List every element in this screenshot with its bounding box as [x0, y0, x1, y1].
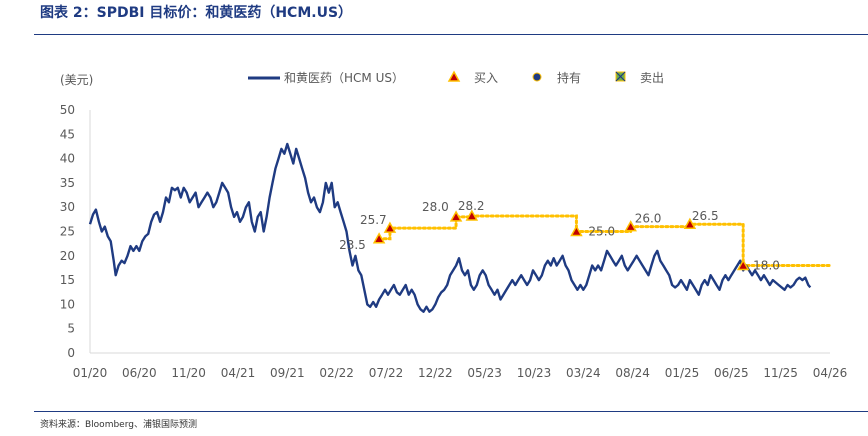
footer-divider	[34, 411, 868, 412]
buy-marker	[570, 224, 583, 237]
title-divider	[34, 34, 868, 35]
x-tick-label: 03/24	[566, 366, 601, 380]
x-tick-label: 09/21	[270, 366, 305, 380]
y-axis-unit-label: (美元)	[60, 73, 93, 87]
source-note: 资料来源：Bloomberg、浦银国际预测	[40, 420, 197, 430]
x-tick-label: 01/25	[665, 366, 700, 380]
buy-marker	[449, 210, 463, 222]
x-tick-label: 06/25	[714, 366, 749, 380]
figure-title: 图表 2：SPDBI 目标价：和黄医药（HCM.US）	[40, 5, 353, 21]
x-tick-label: 06/20	[122, 366, 157, 380]
legend-buy-icon	[447, 70, 461, 82]
x-tick-label: 11/20	[171, 366, 206, 380]
buy-marker	[372, 232, 386, 244]
legend-sell-icon-cross	[615, 71, 626, 82]
y-axis: 0 5 10 15 20 25 30 35 40 45 50	[60, 103, 91, 360]
y-tick-label: 45	[60, 127, 75, 141]
x-tick-label: 04/21	[221, 366, 256, 380]
y-tick-label: 15	[60, 273, 75, 287]
y-tick-label: 0	[67, 346, 75, 360]
x-tick-label: 04/26	[813, 366, 848, 380]
legend: 和黄医药（HCM US） 买入 持有 卖出	[248, 70, 664, 85]
legend-price-label: 和黄医药（HCM US）	[284, 71, 404, 85]
target-price-label: 23.5	[339, 238, 366, 252]
legend-buy-label: 买入	[474, 71, 498, 85]
buy-marker	[465, 209, 479, 221]
y-tick-label: 50	[60, 103, 75, 117]
x-tick-label: 10/23	[517, 366, 552, 380]
x-tick-label: 05/23	[467, 366, 502, 380]
rating-markers: 23.5 25.7 28.0 28.2 25.0 26.0 26.5 18.0	[339, 199, 780, 273]
x-tick-label: 08/24	[615, 366, 650, 380]
x-tick-label: 02/22	[319, 366, 354, 380]
y-tick-label: 20	[60, 249, 75, 263]
buy-marker	[383, 221, 397, 233]
y-tick-label: 25	[60, 225, 75, 239]
y-tick-label: 30	[60, 200, 75, 214]
buy-marker	[736, 258, 750, 271]
target-price-label: 26.0	[635, 212, 662, 226]
buy-marker	[624, 220, 637, 232]
chart: (美元) 和黄医药（HCM US） 买入 持有 卖出 0 5 10 15 20 25 30 3…	[60, 70, 848, 380]
y-tick-label: 35	[60, 176, 75, 190]
price-line	[88, 142, 812, 313]
target-price-label: 26.5	[692, 209, 719, 223]
x-tick-label: 07/22	[369, 366, 404, 380]
target-price-line	[377, 214, 832, 268]
legend-sell-label: 卖出	[640, 71, 664, 85]
target-price-label: 18.0	[753, 259, 780, 273]
target-price-label: 28.0	[422, 200, 449, 214]
x-tick-label: 12/22	[418, 366, 453, 380]
target-price-label: 25.0	[588, 225, 615, 239]
buy-marker	[683, 217, 697, 229]
x-tick-label: 11/25	[763, 366, 798, 380]
target-price-label: 28.2	[458, 199, 485, 213]
target-price-label: 25.7	[360, 213, 387, 227]
legend-hold-label: 持有	[557, 70, 581, 85]
x-axis: 01/20 06/20 11/20 04/21 09/21 02/22 07/22 12/22…	[73, 352, 848, 380]
legend-hold-icon	[532, 72, 542, 82]
price-series	[88, 142, 812, 313]
target-price-steps	[377, 214, 832, 268]
y-tick-label: 5	[67, 322, 75, 336]
y-tick-label: 40	[60, 152, 75, 166]
x-tick-label: 01/20	[73, 366, 108, 380]
y-tick-label: 10	[60, 297, 75, 311]
